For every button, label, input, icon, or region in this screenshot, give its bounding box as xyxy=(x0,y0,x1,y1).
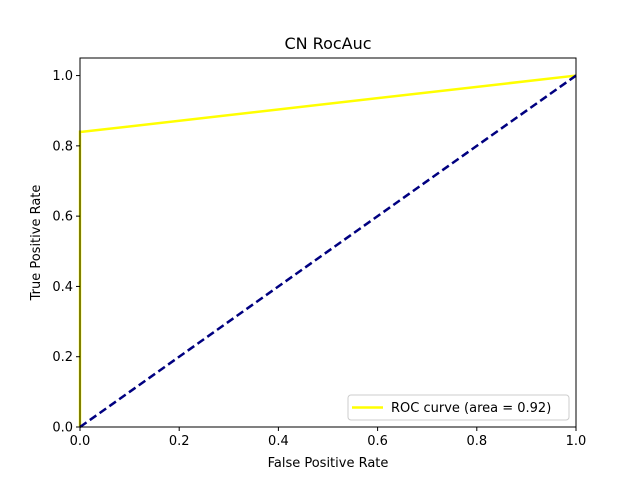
x-axis-label: False Positive Rate xyxy=(268,456,389,471)
plot-frame xyxy=(79,57,577,428)
y-tick-label: 0.8 xyxy=(52,139,73,154)
legend-box xyxy=(347,394,570,421)
x-tick-label: 0.4 xyxy=(268,434,289,449)
x-tick-label: 0.0 xyxy=(70,434,91,449)
legend-label-roc-curve: ROC curve (area = 0.92) xyxy=(391,401,551,416)
x-tick-label: 0.6 xyxy=(367,434,388,449)
chart-title: CN RocAuc xyxy=(284,34,371,53)
x-tick-label: 1.0 xyxy=(566,434,587,449)
ticks-layer: 0.0 0.2 0.4 0.6 0.8 1.0 0.0 0.2 0.4 0.6 0.8 1.0 xyxy=(52,69,586,449)
y-tick-label: 1.0 xyxy=(52,69,73,84)
y-tick-label: 0.2 xyxy=(52,350,73,365)
x-tick-label: 0.2 xyxy=(169,434,190,449)
plot-area xyxy=(80,58,576,427)
y-tick-label: 0.6 xyxy=(52,210,73,225)
y-axis-label: True Positive Rate xyxy=(29,185,44,302)
x-tick-label: 0.8 xyxy=(466,434,487,449)
y-tick-label: 0.4 xyxy=(52,280,73,295)
chance-diagonal-line xyxy=(79,74,577,429)
legend: ROC curve (area = 0.92) xyxy=(347,394,570,421)
y-tick-label: 0.0 xyxy=(52,421,73,436)
